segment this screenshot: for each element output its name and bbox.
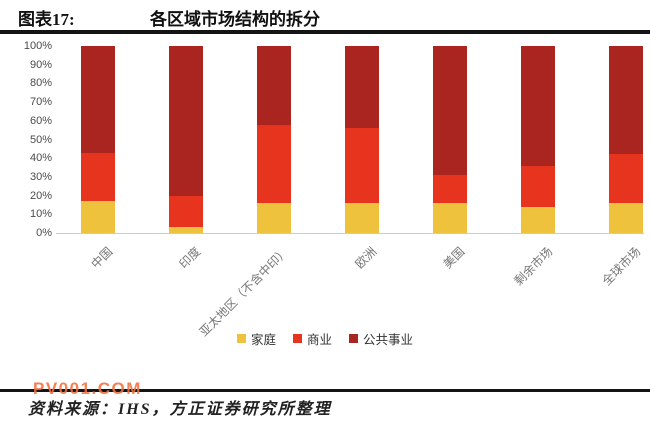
bar-segment-commercial [81, 152, 115, 202]
legend-item-public-utility: 公共事业 [349, 329, 413, 348]
bar-segment-public-utility [433, 46, 467, 176]
y-axis-tick-label: 90% [29, 58, 52, 71]
y-axis-tick-label: 40% [29, 152, 52, 165]
bar-3 [257, 46, 291, 233]
bar-segment-public-utility [169, 46, 203, 196]
legend-label-public-utility: 公共事业 [363, 333, 414, 347]
y-axis-tick-label: 30% [29, 170, 52, 183]
bar-segment-public-utility [521, 46, 555, 166]
y-axis-tick-label: 20% [29, 189, 52, 202]
bar-1 [81, 46, 115, 233]
header-divider [0, 30, 650, 34]
bar-segment-commercial [257, 124, 291, 204]
y-axis-tick-label: 10% [29, 208, 52, 221]
y-axis-tick-label: 0% [36, 227, 52, 239]
bar-segment-public-utility [609, 46, 643, 155]
bar-segment-household [257, 203, 291, 233]
x-axis-line [56, 233, 644, 234]
y-axis-tick-label: 100% [23, 40, 52, 52]
bar-segment-household [433, 203, 467, 233]
legend-label-household: 家庭 [250, 333, 276, 347]
bar-segment-public-utility [81, 46, 115, 153]
legend: 家庭 商业 公共事业 [0, 329, 650, 348]
bar-6 [521, 46, 555, 233]
public-utility-swatch-icon [349, 334, 358, 343]
bar-segment-household [81, 201, 115, 233]
legend-item-household: 家庭 [236, 329, 276, 348]
bar-segment-commercial [433, 175, 467, 204]
bar-segment-commercial [521, 165, 555, 207]
bar-segment-household [609, 203, 643, 233]
source-note: 资料来源：IHS，方正证券研究所整理 [28, 401, 332, 418]
y-axis-tick-label: 80% [29, 77, 52, 90]
commercial-swatch-icon [292, 334, 302, 343]
bar-segment-public-utility [257, 46, 291, 125]
bar-4 [345, 46, 379, 233]
household-swatch-icon [236, 334, 246, 343]
y-axis-tick-label: 60% [29, 114, 52, 127]
footer-divider [0, 389, 650, 392]
watermark: PV001.COM [33, 379, 142, 398]
bar-segment-household [169, 227, 203, 233]
bar-5 [433, 46, 467, 233]
legend-label-commercial: 商业 [306, 333, 332, 347]
bar-segment-public-utility [345, 46, 379, 129]
bar-segment-commercial [345, 128, 379, 204]
figure-label: 图表17: [18, 10, 75, 29]
bar-segment-household [345, 203, 379, 233]
bar-segment-household [521, 206, 555, 233]
figure-title: 各区域市场结构的拆分 [150, 10, 320, 29]
bar-segment-commercial [169, 195, 203, 228]
bar-7 [609, 46, 643, 233]
bar-2 [169, 46, 203, 233]
legend-item-commercial: 商业 [292, 329, 332, 348]
y-axis-tick-label: 70% [29, 96, 52, 109]
bar-segment-commercial [609, 154, 643, 204]
y-axis-tick-label: 50% [29, 133, 52, 146]
